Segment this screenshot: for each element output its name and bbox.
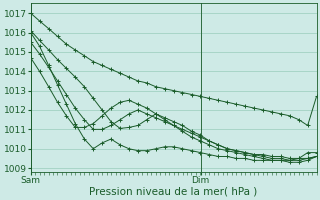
X-axis label: Pression niveau de la mer( hPa ): Pression niveau de la mer( hPa ): [90, 187, 258, 197]
